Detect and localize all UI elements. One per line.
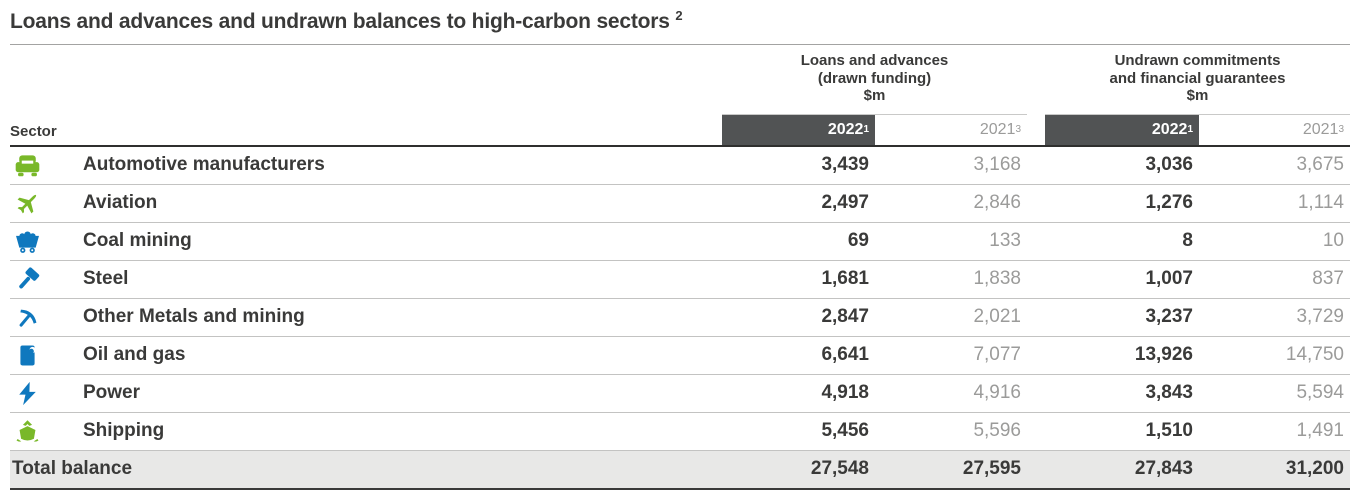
loans-2022-value: 2,497 [821,192,869,213]
oil-barrel-icon [13,341,41,369]
total-balance-row: Total balance 27,548 27,595 27,843 31,20… [10,450,1350,490]
year-label: 2021 [979,120,1016,138]
loans-2022-column-header: 2022 1 [722,114,875,145]
table-row-coal-mining: Coal mining 69 133 8 10 [10,223,1350,261]
column-header-row: Sector 2022 1 2021 3 2022 1 2021 3 [10,114,1350,147]
row-label: Power [83,382,141,403]
loans-2022-value: 3,439 [821,154,869,175]
undrawn-2021-value: 3,675 [1296,154,1344,175]
group-header-line: (drawn funding) [817,69,932,87]
loans-2021-value: 7,077 [973,344,1021,365]
row-label: Shipping [83,420,165,441]
loans-2022-value: 4,918 [821,382,869,403]
undrawn-2021-value: 1,114 [1297,192,1344,213]
page-title-text: Loans and advances and undrawn balances … [10,10,670,33]
table-row-oil-and-gas: Oil and gas 6,641 7,077 13,926 14,750 [10,337,1350,375]
loans-2021-column-header: 2021 3 [979,120,1021,138]
title-divider [10,44,1350,45]
loans-2022-value: 6,641 [821,344,869,365]
loans-2021-value: 4,916 [973,382,1021,403]
total-undrawn-2022-value: 27,843 [1134,458,1193,479]
undrawn-2021-column-header: 2021 3 [1302,120,1344,138]
undrawn-2022-value: 8 [1182,230,1193,251]
undrawn-2022-value: 1,510 [1145,420,1193,441]
undrawn-2022-value: 3,843 [1145,382,1193,403]
total-row-label: Total balance [12,458,133,479]
row-label: Coal mining [83,230,192,251]
undrawn-2022-value: 1,276 [1145,192,1193,213]
table-row-other-metals: Other Metals and mining 2,847 2,021 3,23… [10,299,1350,337]
table-row-steel: Steel 1,681 1,838 1,007 837 [10,261,1350,299]
table-row-automotive: Automotive manufacturers 3,439 3,168 3,0… [10,147,1350,185]
loans-2021-value: 3,168 [973,154,1021,175]
year-label: 2021 [1302,120,1339,138]
year-label: 2022 [827,120,864,138]
group-header-line: Loans and advances [800,52,949,69]
loans-2022-value: 1,681 [821,268,869,289]
total-loans-2022-value: 27,548 [810,458,869,479]
undrawn-2021-value: 3,729 [1296,306,1344,327]
row-label: Aviation [83,192,158,213]
table-row-power: Power 4,918 4,916 3,843 5,594 [10,375,1350,413]
loans-2021-value: 133 [989,230,1021,251]
undrawn-2022-value: 1,007 [1145,268,1193,289]
undrawn-2022-value: 3,237 [1145,306,1193,327]
undrawn-2021-value: 14,750 [1285,344,1344,365]
loans-2022-value: 2,847 [821,306,869,327]
undrawn-2021-value: 10 [1322,230,1344,251]
total-undrawn-2021-value: 31,200 [1285,458,1344,479]
loans-2022-value: 5,456 [821,420,869,441]
loans-2021-value: 2,846 [973,192,1021,213]
pickaxe-icon [13,303,41,331]
year-label: 2022 [1151,120,1188,138]
group-header-loans-and-advances: Loans and advances (drawn funding) $m [722,52,1027,115]
group-header-unit: $m [863,87,886,104]
undrawn-2021-value: 5,594 [1296,382,1344,403]
undrawn-2022-value: 13,926 [1134,344,1193,365]
lightning-icon [13,379,41,407]
loans-2021-value: 2,021 [973,306,1021,327]
column-gap [1027,115,1045,145]
coal-cart-icon [13,227,41,255]
table-row-shipping: Shipping 5,456 5,596 1,510 1,491 [10,413,1350,451]
undrawn-2022-value: 3,036 [1145,154,1193,175]
loans-2022-value: 69 [847,230,869,251]
undrawn-2021-value: 837 [1312,268,1344,289]
table-row-aviation: Aviation 2,497 2,846 1,276 1,114 [10,185,1350,223]
group-header-line: and financial guarantees [1109,69,1286,87]
row-label: Other Metals and mining [83,306,305,327]
group-header-line: Undrawn commitments [1114,52,1281,69]
ship-icon [13,417,41,445]
hammer-icon [13,265,41,293]
car-icon [13,151,41,179]
undrawn-2021-value: 1,491 [1296,420,1344,441]
row-label: Automotive manufacturers [83,154,325,175]
airplane-icon [13,189,41,217]
row-label: Steel [83,268,129,289]
sector-column-header: Sector [10,122,57,140]
column-group-headers: Loans and advances (drawn funding) $m Un… [10,52,1350,115]
row-label: Oil and gas [83,344,186,365]
total-loans-2021-value: 27,595 [962,458,1021,479]
group-header-undrawn-commitments: Undrawn commitments and financial guaran… [1045,52,1350,115]
undrawn-2022-column-header: 2022 1 [1045,114,1199,145]
group-header-unit: $m [1186,87,1209,104]
loans-2021-value: 5,596 [973,420,1021,441]
title-footnote-superscript: 2 [675,8,683,23]
page-title: Loans and advances and undrawn balances … [10,8,1350,34]
loans-2021-value: 1,838 [973,268,1021,289]
